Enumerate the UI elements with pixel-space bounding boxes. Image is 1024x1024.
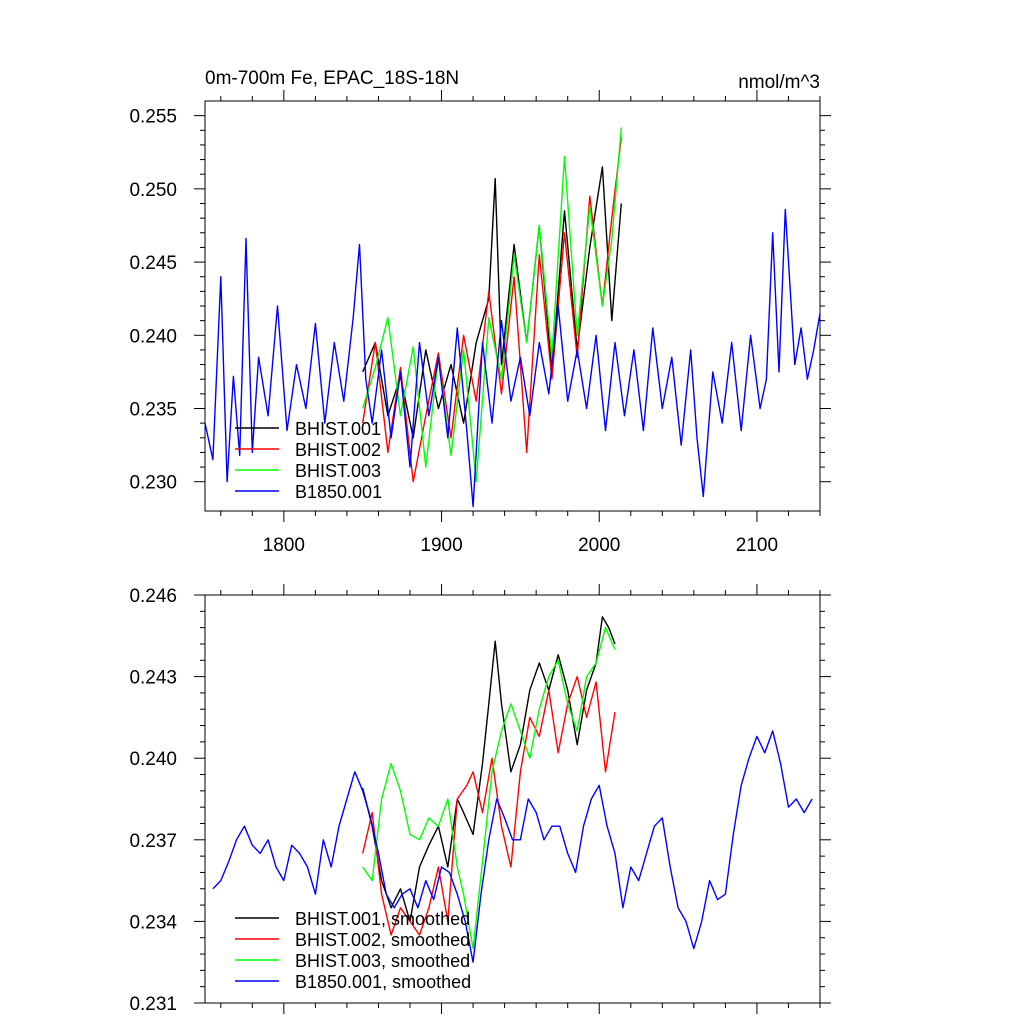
legend-label: BHIST.001	[295, 419, 381, 439]
lower-panel: 0.231 0.234 0.237 0.240 0.243 0.246 BHIST.001,…	[129, 584, 831, 1015]
y-tick-label: 0.250	[129, 180, 177, 201]
x-tick-label: 2000	[578, 535, 620, 556]
y-tick-label: 0.240	[129, 326, 177, 347]
legend-label: B1850.001, smoothed	[295, 972, 471, 992]
x-tick-label: 1800	[263, 535, 305, 556]
series-line-bhist-001-smoothed	[362, 616, 616, 923]
legend-label: BHIST.003	[295, 461, 381, 481]
series-line-bhist-003	[362, 127, 622, 483]
legend-label: B1850.001	[295, 482, 382, 502]
y-tick-label: 0.230	[129, 473, 177, 494]
legend-label: BHIST.003, smoothed	[295, 951, 470, 971]
units-label: nmol/m^3	[738, 72, 820, 93]
y-tick-label: 0.243	[129, 668, 177, 689]
series-line-bhist-002-smoothed	[362, 675, 616, 936]
x-tick-label: 1900	[420, 535, 462, 556]
series-line-bhist-003-smoothed	[362, 626, 616, 950]
y-tick-label: 0.246	[129, 586, 177, 607]
y-tick-label: 0.240	[129, 749, 177, 770]
y-tick-label: 0.234	[129, 912, 177, 933]
lower-plot-frame	[204, 594, 821, 1004]
y-tick-label: 0.231	[129, 994, 177, 1015]
upper-panel: 0m-700m Fe, EPAC_18S-18N nmol/m^3 1800 19…	[129, 68, 831, 556]
y-tick-label: 0.237	[129, 831, 177, 852]
legend-label: BHIST.002	[295, 440, 381, 460]
series-line-b1850-001-smoothed	[212, 730, 813, 963]
chart-title: 0m-700m Fe, EPAC_18S-18N	[205, 68, 459, 89]
y-tick-label: 0.235	[129, 400, 177, 421]
y-tick-label: 0.245	[129, 253, 177, 274]
y-tick-label: 0.255	[129, 107, 177, 128]
legend-label: BHIST.001, smoothed	[295, 909, 470, 929]
series-line-b1850-001	[204, 208, 821, 508]
legend-label: BHIST.002, smoothed	[295, 930, 470, 950]
series-line-bhist-001	[362, 166, 622, 439]
x-tick-label: 2100	[736, 535, 778, 556]
